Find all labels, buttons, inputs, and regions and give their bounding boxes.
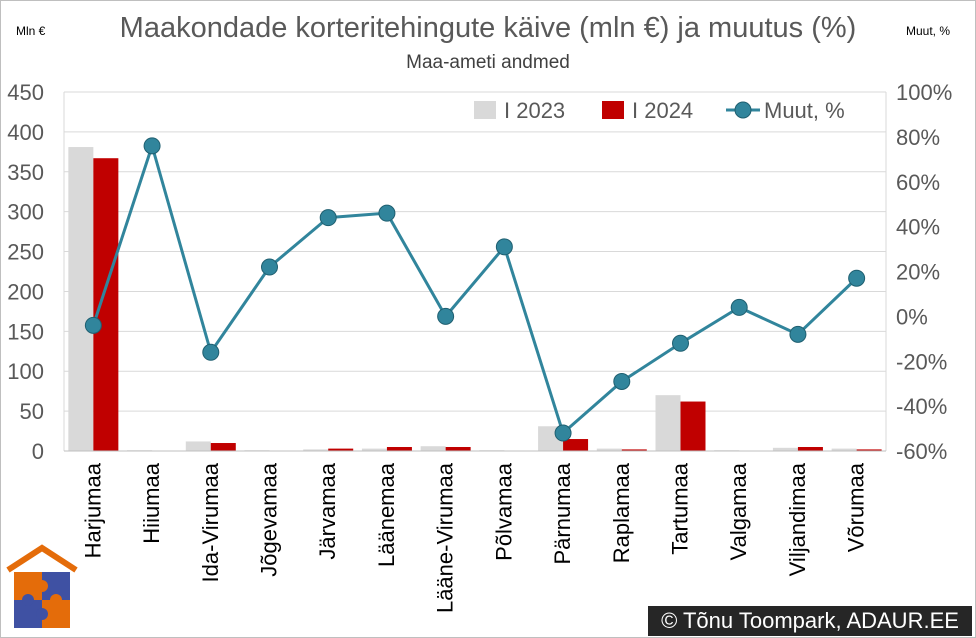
left-tick-label: 400: [7, 120, 44, 145]
bar-2023: [185, 441, 211, 451]
right-tick-label: 60%: [896, 170, 940, 195]
bar-2023: [361, 448, 387, 451]
right-tick-label: 100%: [896, 80, 952, 105]
left-tick-label: 100: [7, 359, 44, 384]
bar-2023: [831, 448, 857, 451]
category-label: Ida-Virumaa: [198, 462, 223, 582]
change-point: [730, 298, 748, 316]
left-tick-label: 200: [7, 279, 44, 304]
left-tick-label: 0: [32, 439, 44, 464]
right-tick-label: -60%: [896, 439, 947, 464]
right-axis-unit: Muut, %: [906, 24, 951, 38]
bar-2024: [797, 447, 823, 451]
change-point: [672, 334, 689, 352]
change-point: [202, 343, 220, 361]
category-label: Tartumaa: [668, 462, 693, 554]
legend-swatch-2023: [474, 101, 496, 119]
category-label: Harjumaa: [80, 462, 105, 558]
change-point: [554, 424, 572, 442]
left-tick-label: 50: [20, 399, 44, 424]
right-tick-label: 0%: [896, 304, 928, 329]
bar-2024: [93, 158, 119, 451]
change-point: [261, 258, 278, 276]
right-tick-label: 40%: [896, 215, 940, 240]
category-label: Põlvamaa: [491, 462, 516, 561]
axes: 0 50 100 150 200 250 300 350 400 450 -60% -40% -20% 0…: [7, 80, 952, 613]
change-point: [848, 269, 866, 287]
category-label: Läänemaa: [374, 462, 399, 567]
right-tick-label: 20%: [896, 260, 940, 285]
legend-label-change: Muut, %: [764, 98, 845, 123]
bar-2023: [596, 448, 622, 451]
legend: I 2023 I 2024 Muut, %: [474, 98, 845, 123]
change-point: [143, 137, 161, 155]
category-label: Raplamaa: [609, 462, 634, 563]
bar-2024: [328, 448, 354, 451]
change-point: [789, 325, 807, 343]
bar-2024: [563, 439, 589, 451]
bar-2023: [655, 395, 681, 451]
legend-marker: [734, 101, 752, 119]
bar-2024: [210, 443, 236, 451]
right-tick-label: -20%: [896, 349, 947, 374]
change-point: [437, 307, 455, 325]
bar-2024: [680, 401, 706, 451]
copyright-badge: © Tõnu Toompark, ADAUR.EE: [648, 606, 972, 636]
chart-title: Maakondade korteritehingute käive (mln €…: [119, 12, 857, 44]
right-tick-label: 80%: [896, 125, 940, 150]
category-label: Võrumaa: [844, 462, 869, 552]
bar-2024: [621, 449, 647, 451]
category-label: Pärnumaa: [550, 462, 575, 564]
category-label: Hiiumaa: [139, 462, 164, 543]
bars: [68, 147, 882, 451]
puzzle-house-logo: [6, 544, 78, 628]
left-tick-label: 250: [7, 240, 44, 265]
left-tick-label: 150: [7, 319, 44, 344]
left-axis-unit: Mln €: [16, 24, 46, 38]
left-tick-label: 300: [7, 200, 44, 225]
left-tick-label: 450: [7, 80, 44, 105]
bar-2023: [68, 147, 94, 451]
change-point: [319, 209, 337, 227]
chart-subtitle: Maa-ameti andmed: [406, 52, 570, 73]
gridlines: [64, 91, 886, 412]
bar-2023: [772, 447, 798, 451]
legend-swatch-2024: [602, 101, 624, 119]
category-label: Viljandimaa: [785, 462, 810, 576]
bar-2024: [445, 447, 471, 451]
change-line: [84, 137, 866, 442]
left-tick-label: 350: [7, 160, 44, 185]
category-label: Valgamaa: [726, 462, 751, 560]
legend-label-2023: I 2023: [504, 98, 565, 123]
change-point: [378, 204, 396, 222]
bar-2024: [386, 447, 412, 451]
right-tick-label: -40%: [896, 394, 947, 419]
change-line-path: [91, 144, 858, 435]
bar-2023: [303, 449, 329, 451]
change-point: [495, 238, 513, 256]
category-label: Jõgevamaa: [257, 462, 282, 577]
bar-2024: [856, 449, 882, 451]
change-point: [84, 316, 102, 334]
category-label: Järvamaa: [315, 462, 340, 559]
legend-label-2024: I 2024: [632, 98, 693, 123]
change-point: [613, 372, 631, 390]
bar-2023: [420, 446, 446, 451]
category-label: Lääne-Virumaa: [433, 462, 458, 613]
